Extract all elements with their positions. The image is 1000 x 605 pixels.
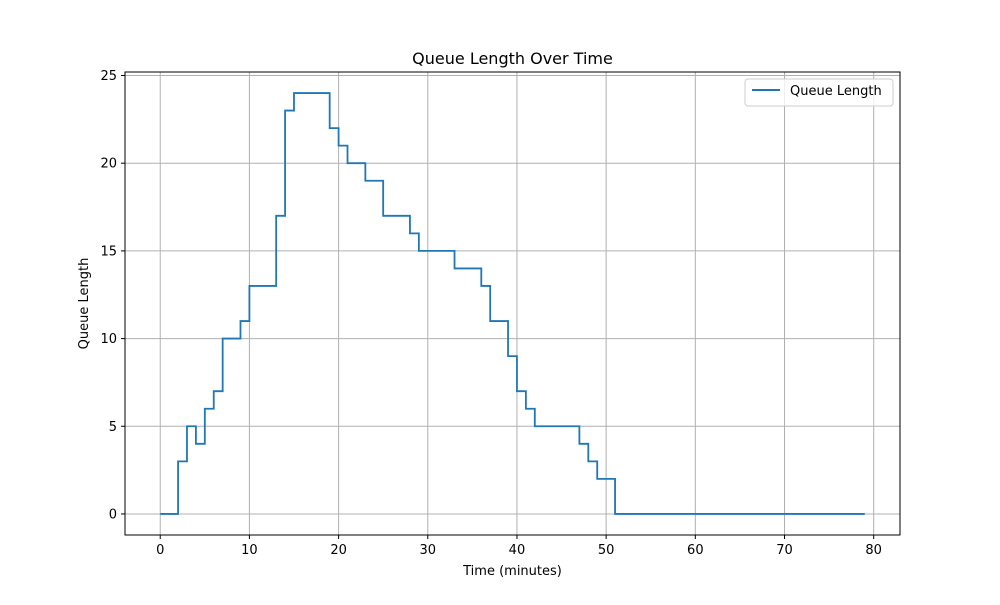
chart-title: Queue Length Over Time <box>412 49 613 68</box>
x-axis-ticks: 0 10 20 30 40 50 60 70 80 <box>156 535 882 558</box>
legend-box <box>744 78 894 107</box>
y-tick-label: 25 <box>100 69 117 84</box>
y-tick-label: 20 <box>100 157 117 172</box>
x-tick-label: 30 <box>420 543 437 558</box>
series-line-queue-length <box>160 92 865 515</box>
y-axis-ticks: 0 5 10 15 20 25 <box>100 69 125 522</box>
x-tick-label: 0 <box>156 543 164 558</box>
x-tick-label: 20 <box>330 543 347 558</box>
x-tick-label: 50 <box>598 543 615 558</box>
x-axis-label: Time (minutes) <box>462 564 562 579</box>
y-tick-label: 15 <box>100 244 117 259</box>
y-axis-label: Queue Length <box>77 258 92 350</box>
x-tick-label: 10 <box>241 543 258 558</box>
x-tick-label: 40 <box>509 543 526 558</box>
y-tick-label: 5 <box>109 420 117 435</box>
series-layer <box>160 92 865 515</box>
y-tick-label: 10 <box>100 332 117 347</box>
x-tick-label: 60 <box>687 543 704 558</box>
legend: Queue Length <box>744 78 894 107</box>
y-tick-label: 0 <box>109 507 117 522</box>
x-tick-label: 80 <box>865 543 882 558</box>
plot-frame <box>124 71 901 536</box>
legend-label: Queue Length <box>790 84 882 99</box>
x-tick-label: 70 <box>776 543 793 558</box>
